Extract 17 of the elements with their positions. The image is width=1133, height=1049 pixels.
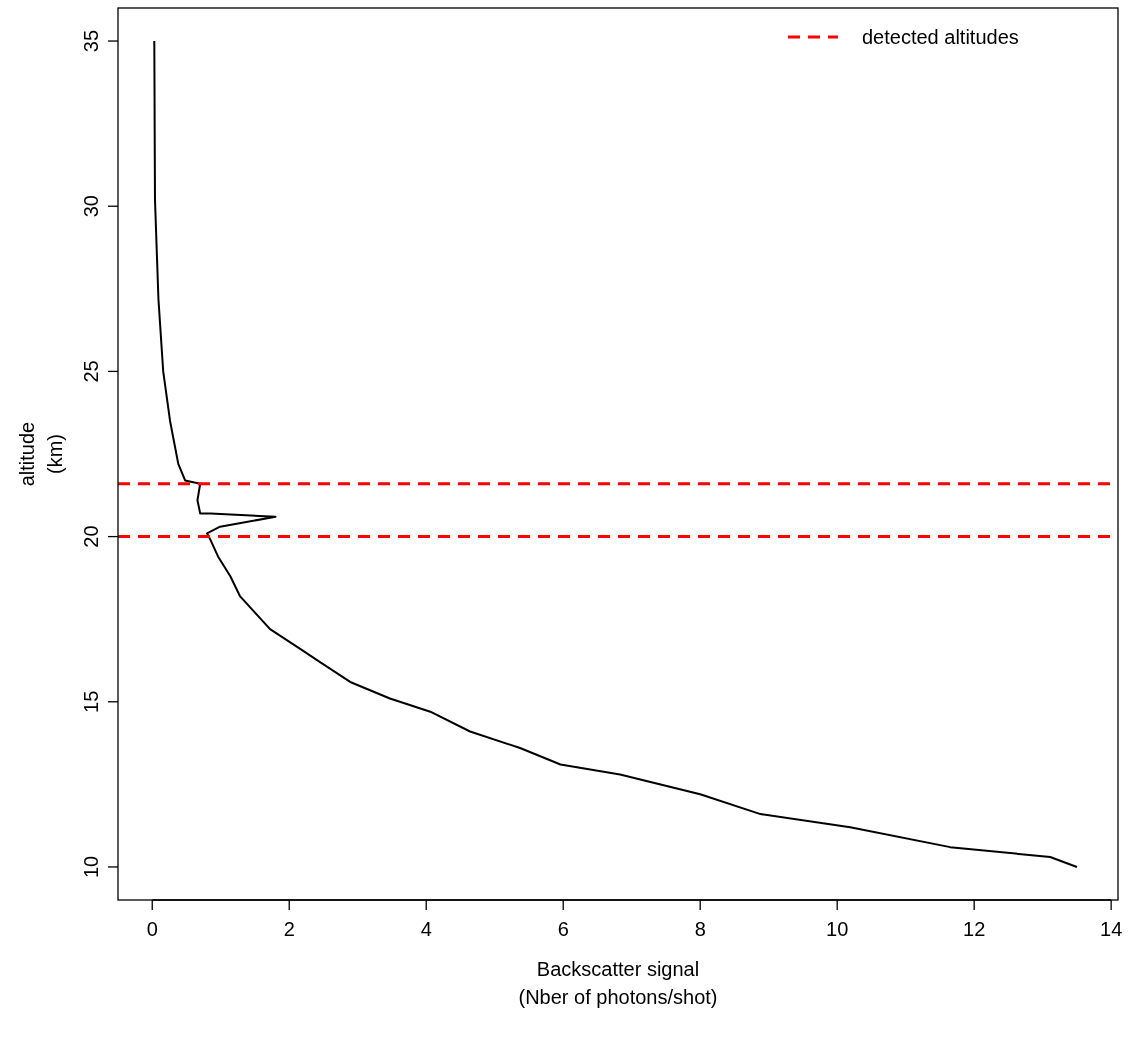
x-tick-label: 0 xyxy=(146,918,158,940)
x-tick-label: 4 xyxy=(420,918,432,940)
x-tick-label: 2 xyxy=(283,918,295,940)
x-tick-label: 12 xyxy=(963,918,986,940)
x-tick-label: 14 xyxy=(1100,918,1123,940)
legend-label: detected altitudes xyxy=(862,26,1019,48)
x-tick-label: 10 xyxy=(826,918,849,940)
y-tick-label: 10 xyxy=(80,855,102,879)
y-axis-title: altitude (km) xyxy=(16,421,66,487)
y-tick-label: 15 xyxy=(80,690,102,713)
y-tick-label: 30 xyxy=(80,195,102,218)
x-tick-label: 8 xyxy=(694,918,706,940)
y-tick-label: 25 xyxy=(80,360,102,383)
x-axis-title: Backscatter signal (Nber of photons/shot) xyxy=(518,958,718,1008)
y-tick-label: 35 xyxy=(80,29,102,53)
y-tick-label: 20 xyxy=(80,525,102,548)
x-tick-label: 6 xyxy=(557,918,569,940)
